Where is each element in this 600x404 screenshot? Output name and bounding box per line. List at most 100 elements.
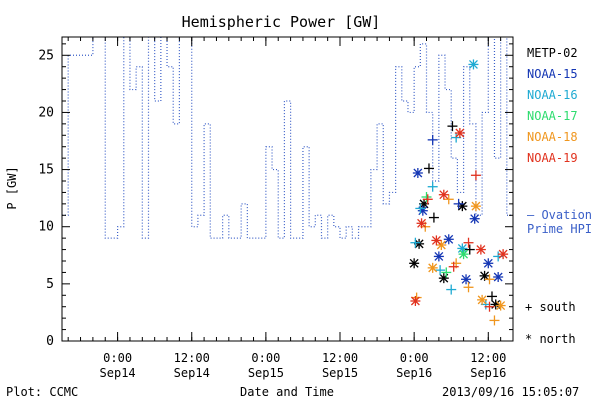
data-point-noaa-15 — [483, 258, 494, 269]
marker-stroke — [459, 249, 469, 259]
data-point-noaa-16 — [427, 181, 438, 192]
x-tick-label-time: 0:00 — [251, 351, 280, 365]
legend-south-marker: + south — [525, 300, 576, 314]
y-tick-label: 15 — [38, 163, 54, 178]
marker-stroke — [477, 295, 487, 305]
data-point-noaa-18 — [470, 201, 481, 212]
x-tick-label-date: Sep14 — [100, 366, 136, 380]
data-point-noaa-18 — [443, 194, 454, 205]
data-point-metp-02 — [486, 291, 497, 302]
data-point-metp-02 — [428, 212, 439, 223]
data-point-noaa-19 — [448, 261, 459, 272]
data-point-metp-02 — [464, 244, 475, 255]
ovation-legend-line2: Prime HPI — [527, 222, 592, 236]
y-tick-label: 10 — [38, 220, 54, 235]
chart-title: Hemispheric Power [GW] — [182, 13, 381, 31]
y-axis-label: P [GW] — [5, 166, 19, 209]
marker-stroke — [428, 263, 438, 273]
y-tick-label: 0 — [46, 334, 54, 349]
marker-stroke — [455, 128, 465, 138]
ovation-legend-line1: — Ovation — [527, 208, 592, 222]
marker-stroke — [414, 239, 424, 249]
marker-stroke — [457, 201, 467, 211]
data-point-noaa-15 — [461, 274, 472, 285]
data-point-noaa-17 — [421, 192, 432, 202]
marker-stroke — [471, 201, 481, 211]
marker-stroke — [417, 218, 427, 228]
data-point-noaa-15 — [469, 213, 480, 224]
x-tick-label-date: Sep16 — [396, 366, 432, 380]
data-point-noaa-15 — [412, 168, 423, 178]
data-point-noaa-18 — [477, 294, 488, 305]
plot-credit: Plot: CCMC — [6, 385, 78, 399]
legend-entry-noaa-18: NOAA-18 — [527, 130, 578, 144]
data-point-noaa-18 — [489, 315, 500, 326]
x-tick-label-time: 0:00 — [400, 351, 429, 365]
x-tick-label-time: 12:00 — [174, 351, 210, 365]
data-point-noaa-19 — [498, 249, 509, 260]
marker-stroke — [410, 296, 420, 306]
data-point-metp-02 — [423, 163, 434, 174]
marker-stroke — [476, 245, 486, 255]
y-tick-label: 5 — [46, 277, 54, 292]
x-tick-label-time: 0:00 — [103, 351, 132, 365]
marker-stroke — [480, 271, 490, 281]
data-point-noaa-19 — [416, 218, 427, 229]
data-point-noaa-15 — [427, 134, 438, 145]
data-point-noaa-16 — [446, 284, 457, 295]
marker-stroke — [431, 235, 441, 245]
legend-entry-noaa-17: NOAA-17 — [527, 109, 578, 123]
marker-stroke — [493, 272, 503, 282]
data-point-noaa-17 — [441, 267, 452, 278]
marker-stroke — [434, 251, 444, 261]
data-point-noaa-16 — [435, 265, 446, 276]
plot-frame — [61, 36, 514, 342]
marker-stroke — [470, 214, 480, 224]
data-point-noaa-16 — [468, 59, 479, 70]
marker-stroke — [436, 240, 446, 250]
x-tick-label-date: Sep15 — [248, 366, 284, 380]
data-point-noaa-19 — [470, 170, 481, 181]
data-point-noaa-19 — [410, 296, 421, 306]
marker-stroke — [444, 234, 454, 244]
marker-stroke — [413, 168, 423, 178]
legend-north-marker: * north — [525, 332, 576, 346]
plot-timestamp: 2013/09/16 15:05:07 — [442, 385, 579, 399]
data-point-noaa-16 — [415, 203, 426, 214]
legend-entry-metp-02: METP-02 — [527, 46, 578, 60]
x-tick-label-date: Sep15 — [322, 366, 358, 380]
data-point-noaa-18 — [484, 274, 495, 285]
marker-stroke — [469, 59, 478, 69]
data-point-noaa-19 — [463, 237, 474, 248]
plot-area: 05101520250:00Sep1412:00Sep140:00Sep1512… — [38, 36, 578, 380]
y-tick-label: 25 — [38, 48, 54, 63]
data-point-noaa-19 — [454, 128, 465, 138]
x-tick-label-time: 12:00 — [322, 351, 358, 365]
data-point-noaa-19 — [431, 235, 442, 246]
data-point-noaa-15 — [453, 198, 464, 209]
y-tick-label: 20 — [38, 105, 54, 120]
data-point-noaa-19 — [422, 194, 433, 205]
legend-entry-noaa-19: NOAA-19 — [527, 151, 578, 165]
data-point-noaa-17 — [458, 249, 469, 260]
data-point-metp-02 — [447, 121, 458, 132]
data-point-noaa-15 — [493, 272, 504, 282]
marker-stroke — [498, 249, 508, 259]
marker-stroke — [483, 258, 493, 268]
data-point-noaa-18 — [427, 262, 438, 273]
data-point-noaa-18 — [495, 300, 506, 311]
data-point-noaa-19 — [438, 189, 449, 200]
x-tick-label-time: 12:00 — [470, 351, 506, 365]
data-point-noaa-16 — [410, 237, 421, 248]
x-axis-label: Date and Time — [240, 385, 334, 399]
marker-stroke — [439, 190, 449, 200]
data-point-noaa-15 — [433, 251, 444, 262]
data-point-noaa-15 — [417, 205, 428, 216]
marker-stroke — [496, 301, 506, 311]
marker-stroke — [461, 274, 471, 284]
data-point-noaa-19 — [484, 301, 495, 312]
x-tick-label-date: Sep14 — [174, 366, 210, 380]
marker-stroke — [409, 258, 419, 268]
